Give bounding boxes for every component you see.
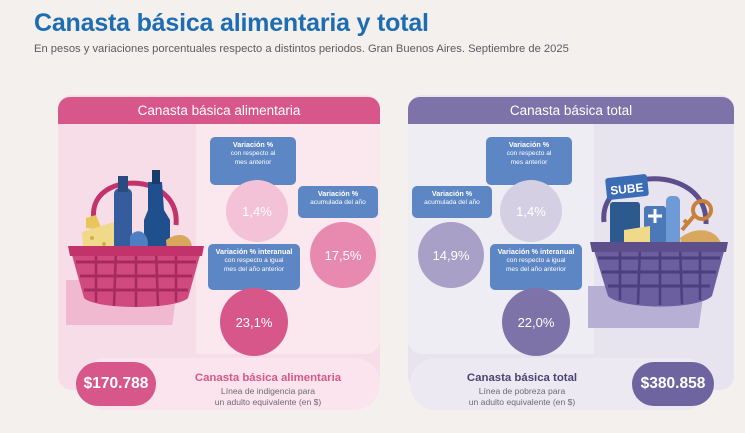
cbt-var-interanual-box: Variación % interanual con respecto a ig… bbox=[490, 244, 582, 290]
cba-header: Canasta básica alimentaria bbox=[58, 97, 380, 124]
cbt-bar-desc-line-1: Línea de pobreza para bbox=[478, 386, 566, 396]
cbt-var-mensual-value: 1,4% bbox=[516, 203, 546, 219]
cbt-var-acumulada-title: Variación % bbox=[431, 189, 473, 198]
cbt-header: Canasta básica total bbox=[408, 97, 734, 124]
cba-var-mensual-value: 1,4% bbox=[242, 203, 272, 219]
cbt-basket-icon: SUBE bbox=[588, 174, 728, 328]
cba-bar-desc-line-2: un adulto equivalente (en $) bbox=[214, 396, 322, 407]
cbt-bar-description: Línea de pobreza para un adulto equivale… bbox=[424, 386, 620, 407]
cbt-var-interanual-sub-2: mes del año anterior bbox=[505, 265, 567, 273]
cba-bar-title: Canasta básica alimentaria bbox=[194, 372, 342, 384]
page-subtitle: En pesos y variaciones porcentuales resp… bbox=[34, 43, 569, 55]
cbt-amount: $380.858 bbox=[640, 375, 706, 392]
cbt-bar-desc-line-2: un adulto equivalente (en $) bbox=[468, 396, 576, 407]
cbt-var-mensual-sub-1: con respecto al bbox=[506, 150, 552, 157]
cbt-amount-pill: $380.858 bbox=[632, 362, 714, 406]
cbt-var-mensual-title: Variación % bbox=[508, 140, 550, 149]
cba-var-acumulada-circle: 17,5% bbox=[310, 222, 376, 288]
cba-basket-icon bbox=[66, 170, 204, 325]
cbt-var-acumulada-value: 14,9% bbox=[432, 247, 470, 263]
cba-var-mensual-sub-2: mes anterior bbox=[234, 158, 272, 166]
cbt-card-text: SUBE bbox=[610, 180, 645, 197]
cba-var-acumulada-title: Variación % bbox=[317, 189, 359, 198]
cba-bar-desc-line-1: Línea de indigencia para bbox=[220, 386, 316, 396]
cbt-var-interanual-value: 22,0% bbox=[517, 314, 555, 330]
cba-var-mensual-box: Variación % con respecto al mes anterior bbox=[210, 137, 296, 185]
cba-var-acumulada-value: 17,5% bbox=[324, 247, 362, 263]
cbt-var-interanual-sub-1: con respecto a igual bbox=[506, 257, 566, 264]
cbt-var-acumulada-circle: 14,9% bbox=[418, 222, 484, 288]
cba-var-mensual-circle: 1,4% bbox=[226, 180, 288, 242]
cba-var-acumulada-sub-1: acumulada del año bbox=[310, 199, 366, 206]
cbt-var-acumulada-box: Variación % acumulada del año bbox=[412, 186, 492, 218]
page-title: Canasta básica alimentaria y total bbox=[34, 9, 429, 37]
cba-var-acumulada-box: Variación % acumulada del año bbox=[298, 186, 378, 218]
cba-var-mensual-sub-1: con respecto al bbox=[230, 150, 276, 157]
cbt-var-acumulada-sub-1: acumulada del año bbox=[424, 199, 480, 206]
cba-var-interanual-sub-1: con respecto a igual bbox=[224, 257, 284, 264]
cbt-var-interanual-title: Variación % interanual bbox=[497, 247, 575, 256]
cbt-var-mensual-box: Variación % con respecto al mes anterior bbox=[486, 137, 572, 185]
cbt-var-mensual-circle: 1,4% bbox=[500, 180, 562, 242]
cba-amount-pill: $170.788 bbox=[76, 362, 156, 406]
cba-var-mensual-title: Variación % bbox=[232, 140, 274, 149]
cba-var-interanual-circle: 23,1% bbox=[220, 288, 288, 356]
cba-var-interanual-sub-2: mes del año anterior bbox=[223, 265, 285, 273]
cbt-bar-title: Canasta básica total bbox=[466, 372, 578, 384]
cba-var-interanual-title: Variación % interanual bbox=[215, 247, 293, 256]
cba-var-interanual-box: Variación % interanual con respecto a ig… bbox=[208, 244, 300, 290]
cba-bar-description: Línea de indigencia para un adulto equiv… bbox=[170, 386, 366, 407]
cbt-var-mensual-sub-2: mes anterior bbox=[510, 158, 548, 166]
cbt-var-interanual-circle: 22,0% bbox=[502, 288, 570, 356]
cba-amount: $170.788 bbox=[83, 375, 149, 392]
cba-var-interanual-value: 23,1% bbox=[235, 314, 273, 330]
